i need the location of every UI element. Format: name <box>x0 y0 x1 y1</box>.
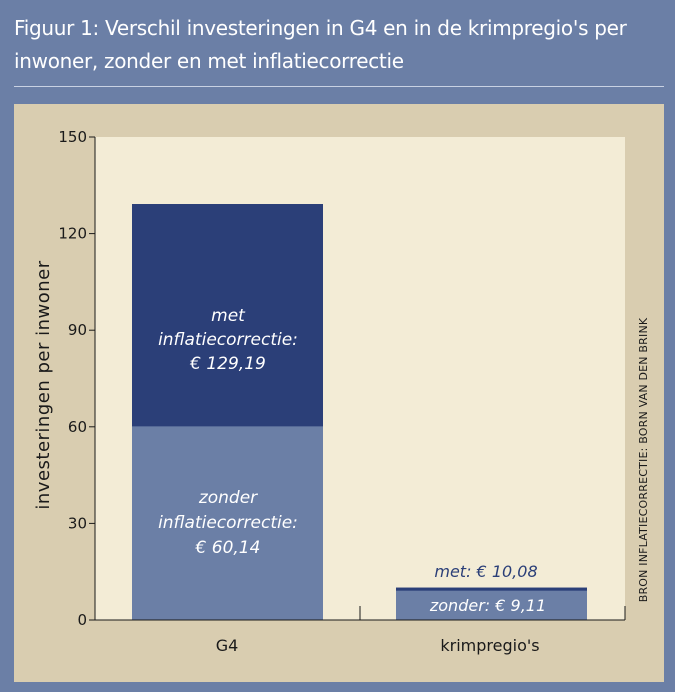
bar-zonder-g4 <box>132 426 323 620</box>
y-tick-label: 30 <box>68 514 87 532</box>
y-tick-label: 120 <box>58 225 87 243</box>
figure-title: Figuur 1: Verschil investeringen in G4 e… <box>14 16 627 73</box>
bar-zonder-krimpregios <box>396 590 587 620</box>
bar-label-g4-zonder: € 60,14 <box>195 538 261 558</box>
y-tick-label: 0 <box>77 611 87 629</box>
bar-label-g4-met: met <box>211 306 246 326</box>
title-divider <box>14 86 664 87</box>
bar-label-krimpregios-met: met: € 10,08 <box>434 562 537 581</box>
y-axis-title: investeringen per inwoner <box>33 260 54 509</box>
y-tick-label: 90 <box>68 321 87 339</box>
bar-label-g4-zonder: inflatiecorrectie: <box>158 513 298 533</box>
x-category-label: krimpregio's <box>440 636 539 655</box>
bar-label-g4-met: inflatiecorrectie: <box>158 330 298 350</box>
bar-label-krimpregios-zonder: zonder: € 9,11 <box>429 596 546 615</box>
y-tick-label: 60 <box>68 418 87 436</box>
y-tick-label: 150 <box>58 128 87 146</box>
x-category-label: G4 <box>216 636 239 655</box>
source-note: BRON INFLATIECORRECTIE: BORN VAN DEN BRI… <box>637 317 650 602</box>
bar-label-g4-met: € 129,19 <box>189 354 266 374</box>
bar-label-g4-zonder: zonder <box>198 488 258 508</box>
